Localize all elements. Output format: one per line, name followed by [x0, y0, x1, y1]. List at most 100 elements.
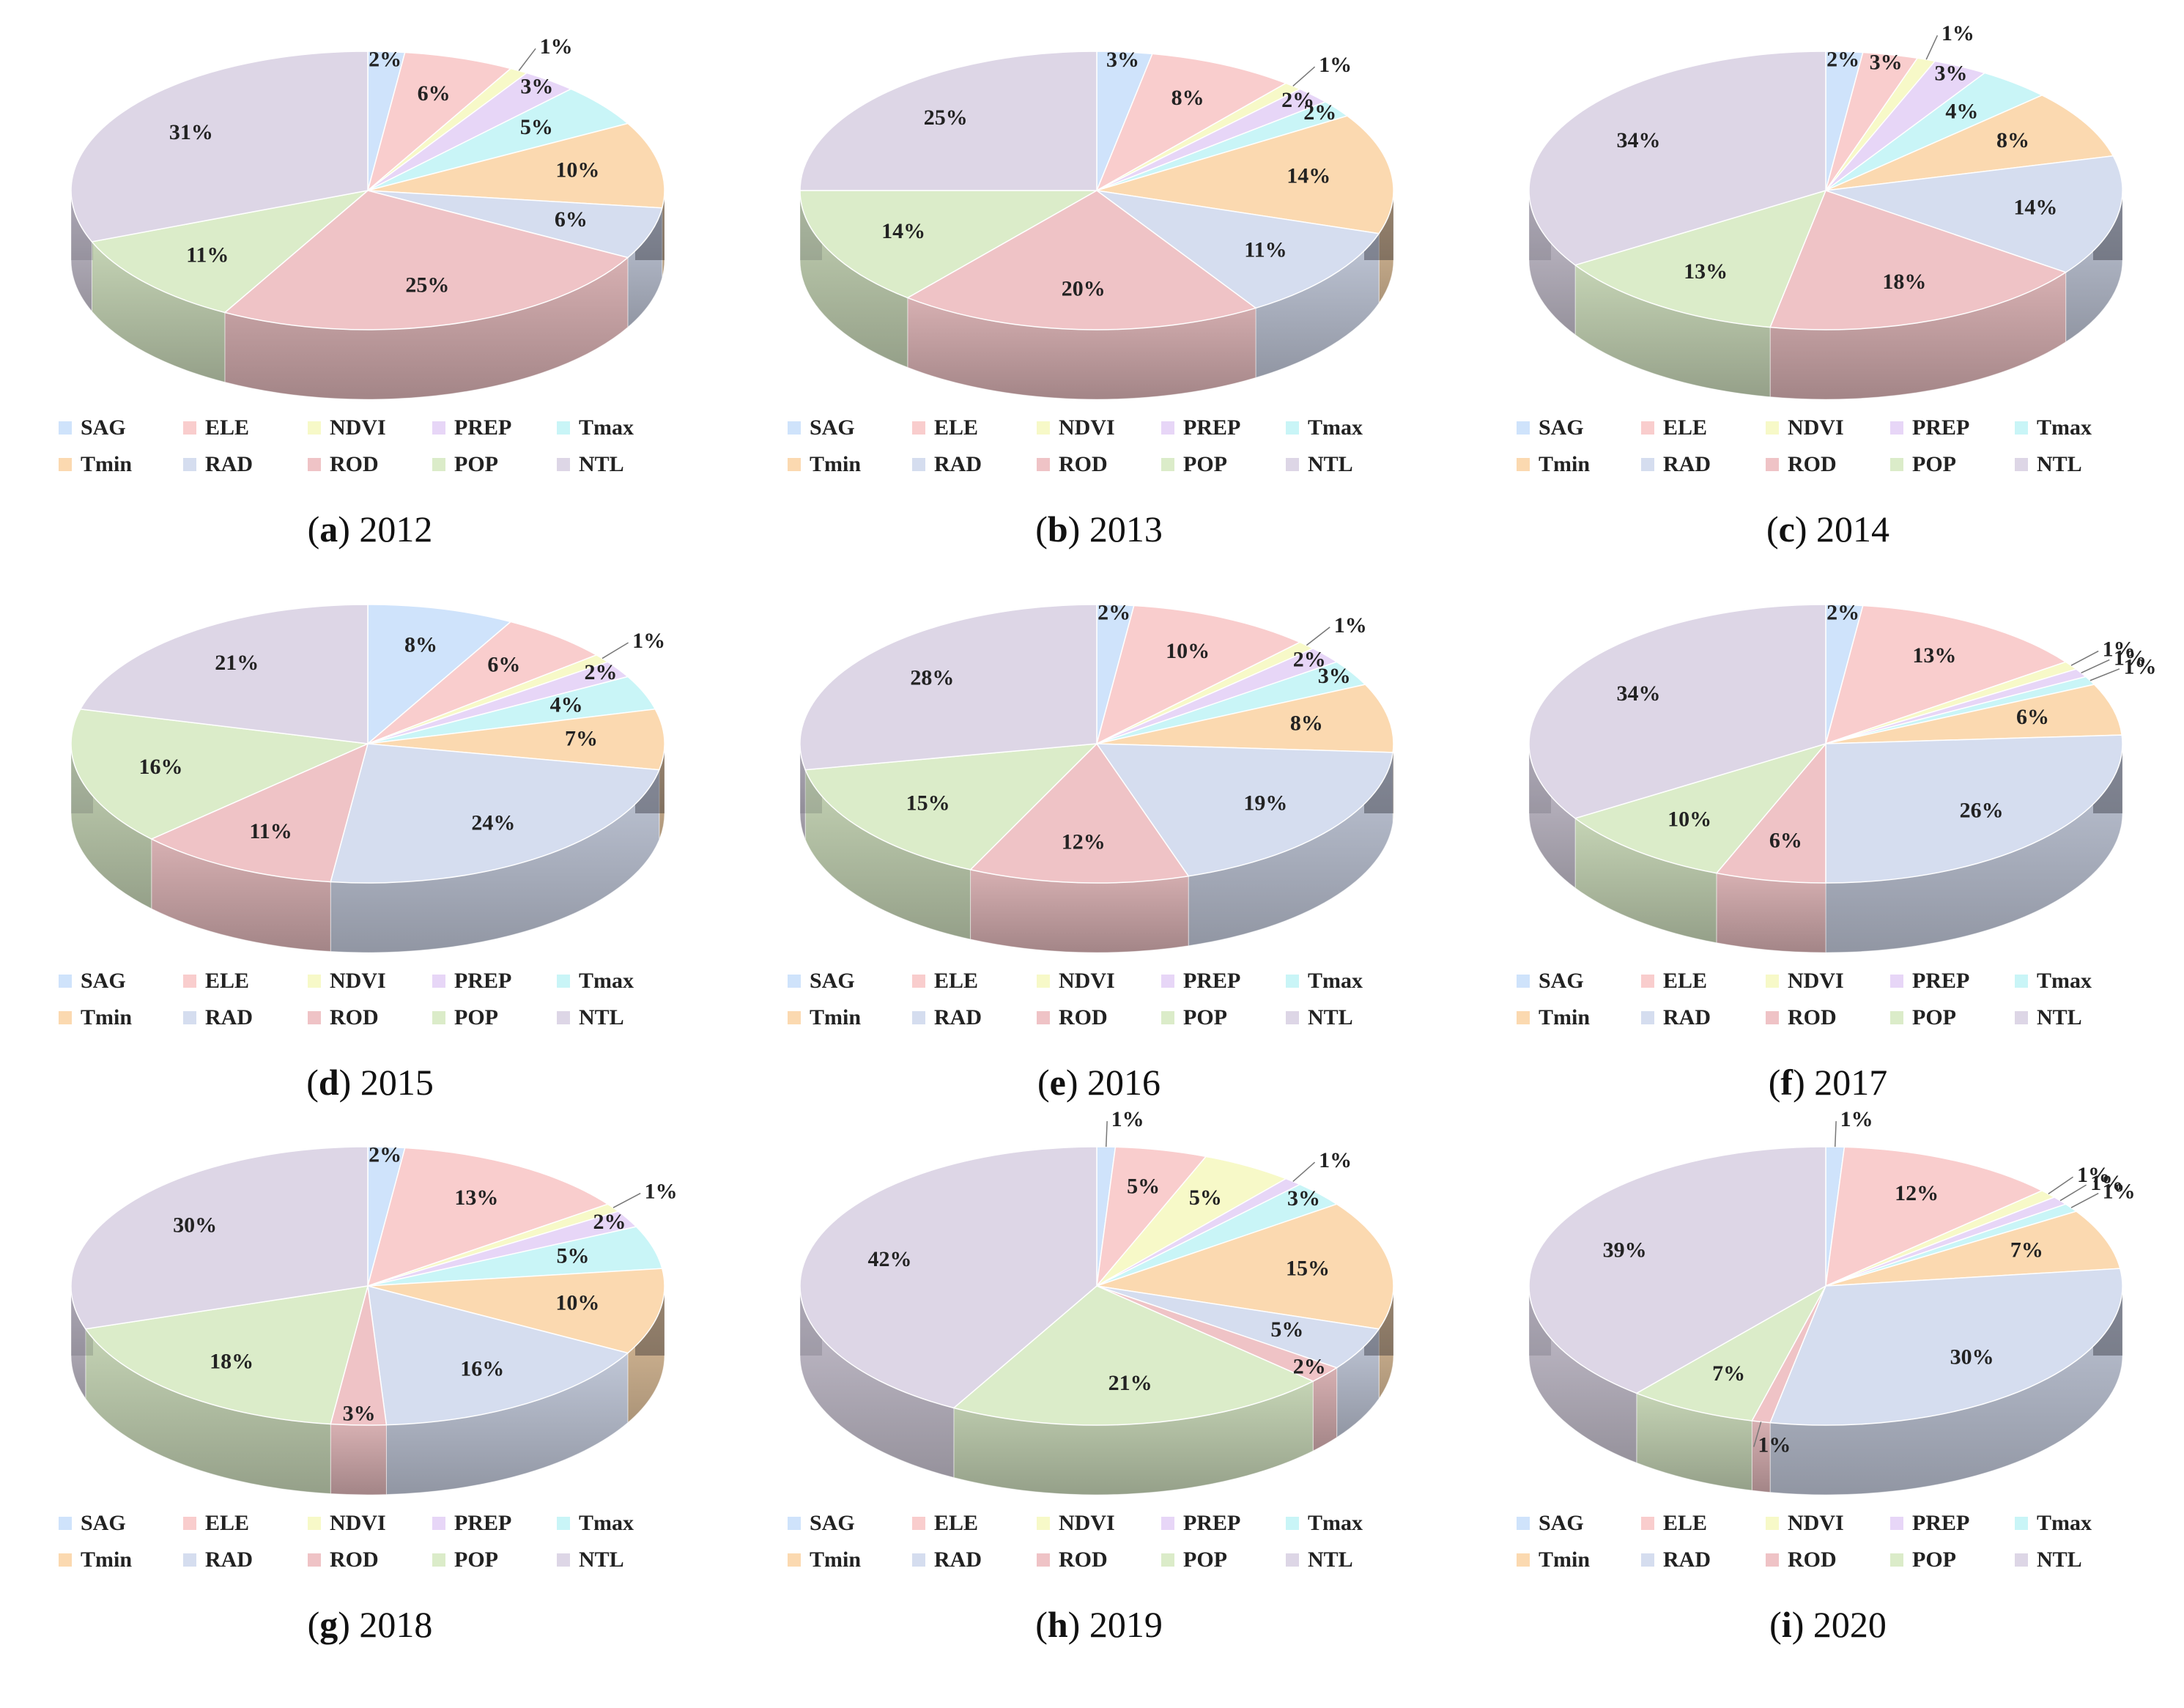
legend-swatch-NDVI: [1766, 1517, 1779, 1530]
caption-year: 2019: [1089, 1604, 1163, 1645]
pie-side-ROD: [330, 1423, 387, 1496]
legend-label-Tmax: Tmax: [1308, 1511, 1363, 1535]
legend-swatch-NDVI: [308, 421, 321, 435]
callout-line-NDVI: [1306, 626, 1330, 646]
legend-label-SAG: SAG: [810, 415, 855, 440]
pct-label-PREP: 2%: [585, 660, 618, 684]
legend-label-RAD: RAD: [205, 452, 253, 476]
pie-slice-NTL: [1528, 51, 1826, 266]
panel-caption: (i) 2020: [1769, 1604, 1887, 1645]
pie-chart-2016: 2%10%1%2%3%8%19%12%15%28%SAG ELE NDVI PREP T…: [788, 601, 1394, 1029]
pct-label-Tmax: 5%: [520, 115, 553, 139]
legend-label-PREP: PREP: [1183, 415, 1240, 440]
legend-label-NDVI: NDVI: [1059, 415, 1115, 440]
legend-label-NDVI: NDVI: [1788, 415, 1844, 440]
pct-label-SAG: 2%: [1826, 601, 1859, 625]
pie-slice-NTL: [70, 1146, 369, 1330]
legend-swatch-NTL: [1286, 458, 1299, 471]
pct-label-RAD: 19%: [1243, 791, 1287, 816]
legend-label-NTL: NTL: [2037, 1548, 2082, 1572]
legend-swatch-SAG: [788, 975, 801, 988]
legend-label-ROD: ROD: [1059, 1548, 1108, 1572]
legend-label-PREP: PREP: [1183, 969, 1240, 993]
caption-year: 2016: [1087, 1062, 1161, 1103]
legend-label-ELE: ELE: [1663, 415, 1707, 440]
legend-label-ELE: ELE: [1663, 1511, 1707, 1535]
pie-chart-2020: 1%12%1%1%1%7%30%1%7%39%SAG ELE NDVI PREP Tma…: [1517, 1107, 2136, 1572]
legend-swatch-NDVI: [1037, 421, 1050, 435]
pct-label-Tmax: 3%: [1287, 1186, 1320, 1210]
legend: SAG ELE NDVI PREP Tmax Tmin RAD ROD POP NTL: [59, 969, 634, 1029]
legend-label-Tmin: Tmin: [1539, 1548, 1590, 1572]
callout-line-NDVI: [2070, 650, 2099, 666]
legend-label-ROD: ROD: [330, 1005, 379, 1029]
pct-label-PREP: 2%: [1293, 647, 1326, 671]
pie-slice-ROD: [969, 742, 1190, 884]
caption-letter: b: [1047, 509, 1068, 550]
legend-swatch-RAD: [1641, 458, 1654, 471]
legend-swatch-RAD: [183, 458, 196, 471]
pct-label-NDVI: 1%: [540, 34, 573, 59]
pie-side-ROD: [1312, 1367, 1338, 1452]
pct-label-PREP: 1%: [2114, 646, 2147, 670]
pct-label-POP: 7%: [1712, 1361, 1745, 1386]
pie-slice-Tmin: [367, 122, 665, 209]
legend-swatch-RAD: [183, 1553, 196, 1567]
legend-swatch-NTL: [1286, 1011, 1299, 1024]
pie-slice-ELE: [1825, 1146, 2043, 1287]
caption-letter: i: [1781, 1604, 1792, 1645]
pie-chart-2017: 2% 13% 1%1%1% 6% 26% 6% 10% 34% SAG ELE NDVI PREP Tm…: [1517, 601, 2156, 1029]
pct-label-NDVI: 5%: [1189, 1186, 1222, 1210]
pie-top: [70, 1146, 665, 1426]
legend-swatch-NDVI: [1037, 975, 1050, 988]
callout-line-NDVI: [601, 642, 629, 659]
pct-label-ROD: 3%: [343, 1402, 376, 1426]
legend-label-Tmax: Tmax: [1308, 415, 1363, 440]
pie-slice-RAD: [367, 1284, 629, 1426]
legend-swatch-Tmax: [557, 975, 570, 988]
pie-slice-Tmin: [1096, 115, 1394, 234]
pct-label-RAD: 16%: [460, 1356, 504, 1380]
legend-swatch-NTL: [2015, 1553, 2028, 1567]
pie-slice-NTL: [1528, 604, 1826, 819]
legend-swatch-Tmin: [788, 1011, 801, 1024]
legend-swatch-ROD: [308, 1553, 321, 1567]
legend-swatch-PREP: [1161, 1517, 1174, 1530]
pie-slice-SAG: [367, 604, 512, 745]
pie-slice-NTL: [799, 1146, 1097, 1409]
legend-label-ELE: ELE: [934, 415, 978, 440]
legend-label-ROD: ROD: [330, 1548, 379, 1572]
legend-swatch-ROD: [308, 1011, 321, 1024]
legend-label-POP: POP: [1912, 1548, 1956, 1572]
pct-label-Tmin: 6%: [2016, 705, 2049, 729]
pie-labels: 8% 6% 1% 2%4% 7% 24% 11% 16% 21%: [139, 629, 666, 843]
legend-label-NDVI: NDVI: [330, 969, 386, 993]
legend-swatch-NTL: [2015, 458, 2028, 471]
pct-label-POP: 13%: [1684, 259, 1728, 284]
pct-label-POP: 16%: [139, 755, 183, 779]
legend-swatch-ELE: [912, 1517, 925, 1530]
pie-panel-2013: 3% 8% 1% 2% 2% 14% 11% 20% 14% 25% SAG ELE NDVI PREP T…: [733, 7, 1462, 553]
pie-side-ROD: [1716, 873, 1826, 953]
pct-label-Tmax: 4%: [1945, 99, 1978, 123]
pct-label-NTL: 39%: [1603, 1238, 1647, 1262]
pct-label-SAG: 2%: [369, 48, 401, 72]
legend-swatch-RAD: [912, 1011, 925, 1024]
caption-year: 2017: [1814, 1062, 1888, 1103]
panel-caption: (a) 2012: [307, 509, 433, 550]
pct-label-POP: 14%: [881, 219, 925, 243]
legend-swatch-POP: [432, 1553, 445, 1567]
pct-label-ROD: 12%: [1062, 829, 1106, 854]
pie-slice-ELE: [1095, 605, 1302, 745]
caption-letter: c: [1778, 509, 1795, 550]
callout-line-Tmax: [2089, 668, 2120, 681]
legend-swatch-PREP: [432, 421, 445, 435]
pct-label-POP: 15%: [906, 791, 950, 816]
legend-swatch-POP: [1161, 458, 1174, 471]
pct-label-ELE: 6%: [487, 652, 520, 676]
legend-label-SAG: SAG: [1539, 415, 1584, 440]
legend-swatch-PREP: [1161, 975, 1174, 988]
legend-label-PREP: PREP: [1912, 969, 1969, 993]
caption-letter: g: [319, 1604, 338, 1645]
pct-label-Tmin: 7%: [2010, 1238, 2043, 1262]
